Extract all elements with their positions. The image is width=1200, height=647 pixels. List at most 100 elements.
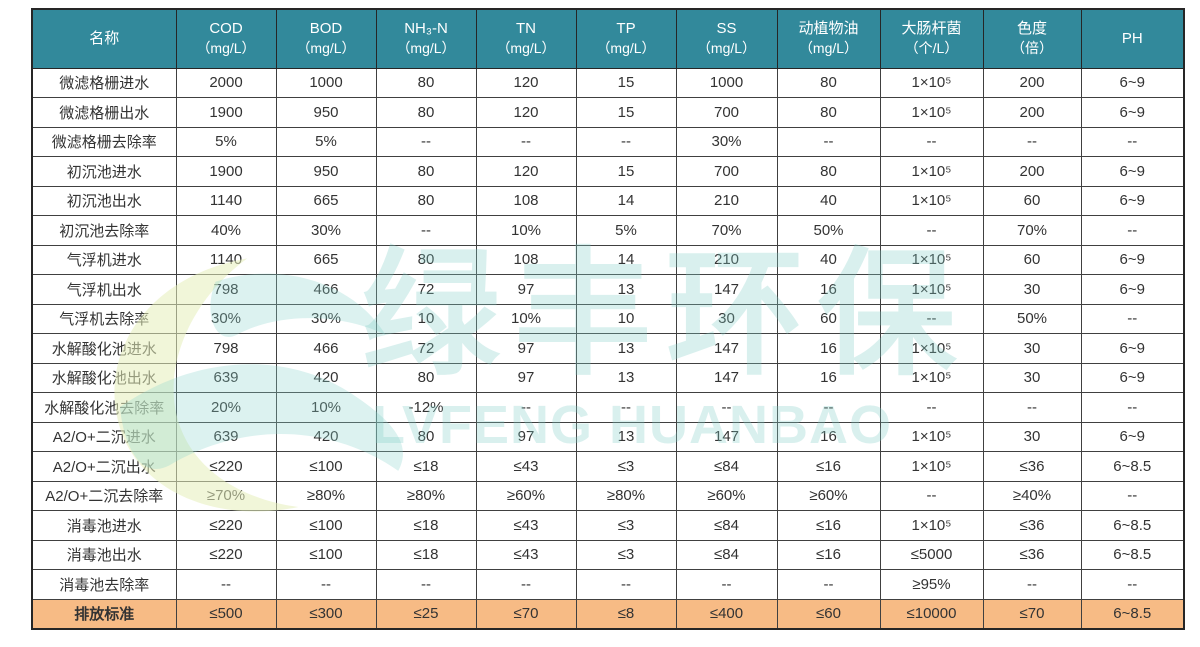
table-cell: ≤3	[575, 510, 677, 541]
table-cell: ≤43	[475, 451, 577, 482]
table-cell: --	[675, 392, 778, 423]
table-cell: 6~9	[1080, 333, 1185, 364]
table-cell: ≤18	[375, 539, 477, 570]
table-cell: 798	[175, 333, 277, 364]
table-cell: --	[776, 126, 881, 157]
table-cell: 5%	[275, 126, 377, 157]
table-cell: 16	[776, 274, 881, 305]
column-header-10: PH	[1080, 8, 1185, 69]
table-cell: 30%	[675, 126, 778, 157]
table-cell: ≤220	[175, 451, 277, 482]
table-cell: 147	[675, 362, 778, 393]
row-label: 初沉池进水	[31, 156, 177, 187]
table-cell: ≤3	[575, 539, 677, 570]
table-cell: 1×10⁵	[879, 244, 984, 275]
table-cell: ≥70%	[175, 480, 277, 511]
column-header-label: 名称	[89, 29, 120, 47]
table-cell: --	[776, 392, 881, 423]
table-cell: 50%	[982, 303, 1082, 334]
table-cell: ≥40%	[982, 480, 1082, 511]
column-header-8: 大肠杆菌 （个/L）	[879, 8, 984, 69]
column-header-unit: （mg/L）	[798, 40, 859, 57]
table-cell: 10	[375, 303, 477, 334]
table-cell: 1×10⁵	[879, 274, 984, 305]
table-cell: 210	[675, 244, 778, 275]
table-cell: 15	[575, 156, 677, 187]
column-header-0: 名称	[31, 8, 177, 69]
table-cell: 1×10⁵	[879, 156, 984, 187]
table-cell: ≤3	[575, 451, 677, 482]
table-cell: 665	[275, 185, 377, 216]
column-header-unit: （mg/L）	[296, 40, 356, 57]
table-cell: 6~9	[1080, 185, 1185, 216]
table-cell: 97	[475, 362, 577, 393]
table-container: 名称 COD （mg/L） BOD （mg/L） NH₃-N （mg/L） TN （mg/L） T…	[31, 8, 1185, 630]
table-cell: 950	[275, 97, 377, 128]
table-cell: ≤18	[375, 451, 477, 482]
table-cell: 16	[776, 333, 881, 364]
table-cell: 80	[375, 244, 477, 275]
table-cell: 10%	[475, 303, 577, 334]
table-cell: --	[175, 569, 277, 600]
table-cell: 420	[275, 362, 377, 393]
table-row: 初沉池去除率 40% 30% -- 10% 5% 70% 50% -- 70% --	[31, 215, 1185, 246]
table-cell: ≤8	[575, 598, 677, 629]
row-label: 气浮机出水	[31, 274, 177, 305]
table-cell: 97	[475, 421, 577, 452]
table-cell: ≤16	[776, 451, 881, 482]
table-cell: 120	[475, 67, 577, 98]
table-cell: --	[879, 480, 984, 511]
table-cell: 1×10⁵	[879, 67, 984, 98]
table-cell: 13	[575, 421, 677, 452]
table-row: 水解酸化池出水 639 420 80 97 13 147 16 1×10⁵ 30 6~9	[31, 362, 1185, 393]
table-cell: --	[375, 215, 477, 246]
table-cell: 97	[475, 333, 577, 364]
table-cell: 15	[575, 67, 677, 98]
table-cell: 2000	[175, 67, 277, 98]
column-header-label: NH₃-N	[404, 20, 448, 38]
table-cell: 1×10⁵	[879, 451, 984, 482]
table-row: 微滤格栅去除率 5% 5% -- -- -- 30% -- -- -- --	[31, 126, 1185, 157]
table-cell: ≤70	[475, 598, 577, 629]
row-label: 气浮机进水	[31, 244, 177, 275]
table-cell: ≤100	[275, 510, 377, 541]
table-cell: ≤43	[475, 510, 577, 541]
table-cell: 950	[275, 156, 377, 187]
table-cell: ≥80%	[575, 480, 677, 511]
table-cell: --	[776, 569, 881, 600]
table-cell: 50%	[776, 215, 881, 246]
table-cell: --	[879, 392, 984, 423]
row-label: A2/O+二沉进水	[31, 421, 177, 452]
table-cell: --	[982, 392, 1082, 423]
table-cell: ≤100	[275, 539, 377, 570]
table-cell: 1900	[175, 156, 277, 187]
table-cell: --	[575, 569, 677, 600]
table-cell: ≤5000	[879, 539, 984, 570]
column-header-label: 大肠杆菌	[901, 20, 962, 38]
table-cell: 80	[776, 97, 881, 128]
table-cell: 700	[675, 97, 778, 128]
table-cell: 6~8.5	[1080, 539, 1185, 570]
table-row: 初沉池进水 1900 950 80 120 15 700 80 1×10⁵ 200 6~9	[31, 156, 1185, 187]
table-cell: --	[475, 126, 577, 157]
column-header-3: NH₃-N （mg/L）	[375, 8, 477, 69]
table-cell: 14	[575, 244, 677, 275]
column-header-unit: （mg/L）	[596, 40, 656, 57]
table-cell: ≤16	[776, 510, 881, 541]
table-cell: --	[1080, 480, 1185, 511]
table-cell: 6~9	[1080, 97, 1185, 128]
table-cell: ≤500	[175, 598, 277, 629]
table-cell: 466	[275, 274, 377, 305]
table-cell: 665	[275, 244, 377, 275]
table-cell: 5%	[175, 126, 277, 157]
table-cell: 147	[675, 421, 778, 452]
table-cell: ≤36	[982, 510, 1082, 541]
table-cell: ≤16	[776, 539, 881, 570]
table-cell: 6~8.5	[1080, 510, 1185, 541]
table-cell: --	[475, 392, 577, 423]
column-header-unit: （mg/L）	[196, 40, 256, 57]
row-label: 初沉池出水	[31, 185, 177, 216]
table-cell: 1×10⁵	[879, 510, 984, 541]
table-cell: 1×10⁵	[879, 362, 984, 393]
